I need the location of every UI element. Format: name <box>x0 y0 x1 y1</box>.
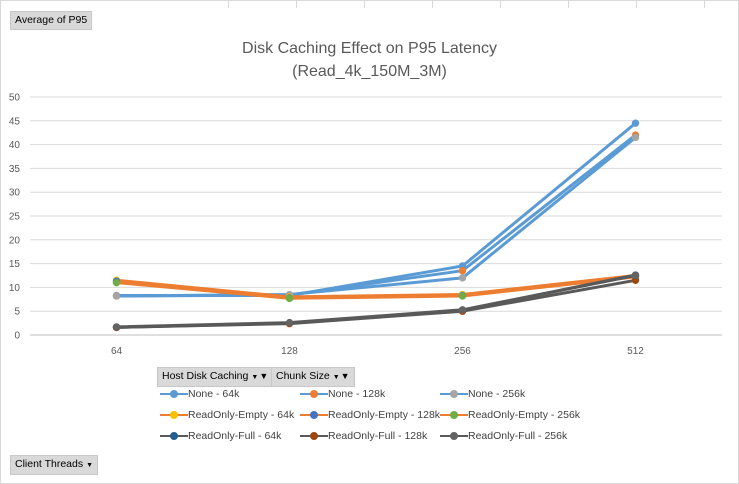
data-point <box>285 294 294 303</box>
legend-field-host-disk-caching-label: Host Disk Caching <box>162 370 249 382</box>
legend-item: ReadOnly-Empty - 256k <box>440 408 580 422</box>
legend-label: ReadOnly-Full - 256k <box>468 430 568 442</box>
y-tick-label: 30 <box>9 188 21 199</box>
legend-item: ReadOnly-Empty - 128k <box>300 408 440 422</box>
data-point <box>458 274 467 282</box>
data-point <box>631 133 640 142</box>
y-tick-label: 20 <box>9 235 21 246</box>
y-tick-label: 40 <box>9 140 21 151</box>
filter-icon: ▼ <box>259 371 269 381</box>
legend-marker <box>160 429 188 443</box>
legend-marker <box>160 408 188 422</box>
x-tick-label: 256 <box>454 346 471 357</box>
x-tick-label: 512 <box>627 346 644 357</box>
legend-item: ReadOnly-Full - 128k <box>300 429 427 443</box>
y-tick-label: 45 <box>9 116 21 127</box>
legend-label: ReadOnly-Empty - 64k <box>188 409 295 421</box>
legend-marker <box>300 429 328 443</box>
axis-field-client-threads[interactable]: Client Threads ▼ <box>10 455 99 475</box>
legend-item: ReadOnly-Full - 64k <box>160 429 281 443</box>
legend-marker <box>300 387 328 401</box>
data-point <box>112 278 121 287</box>
y-tick-label: 15 <box>9 259 21 270</box>
legend-item: None - 64k <box>160 387 239 401</box>
sheet-gridlines <box>0 0 739 8</box>
data-point <box>631 271 640 280</box>
y-tick-label: 5 <box>14 307 20 318</box>
data-point <box>458 292 467 300</box>
data-point <box>631 119 640 127</box>
filter-icon: ▼ <box>340 371 350 381</box>
data-point <box>458 306 467 314</box>
legend-label: ReadOnly-Empty - 256k <box>468 409 581 421</box>
dropdown-arrow-icon: ▼ <box>332 374 340 381</box>
legend-label: ReadOnly-Full - 128k <box>328 430 428 442</box>
dropdown-arrow-icon: ▼ <box>251 374 259 381</box>
legend-label: None - 128k <box>328 388 386 400</box>
series-line <box>116 274 636 329</box>
y-tick-label: 0 <box>14 331 20 342</box>
chart-subtitle: (Read_4k_150M_3M) <box>292 63 447 80</box>
y-tick-label: 35 <box>9 164 21 175</box>
y-tick-label: 10 <box>9 283 21 294</box>
series-line <box>116 136 637 298</box>
legend-item: ReadOnly-Empty - 64k <box>160 408 294 422</box>
value-field-button[interactable]: Average of P95 <box>10 11 93 30</box>
x-tick-label: 128 <box>281 346 298 357</box>
legend-item: None - 128k <box>300 387 385 401</box>
legend-label: None - 64k <box>188 388 240 400</box>
data-point <box>112 292 121 300</box>
axis-field-client-threads-label: Client Threads <box>15 458 84 470</box>
legend-label: ReadOnly-Empty - 128k <box>328 409 441 421</box>
x-tick-label: 64 <box>111 346 123 357</box>
value-field-label: Average of P95 <box>15 14 88 26</box>
data-point <box>112 323 121 331</box>
legend-marker <box>440 429 468 443</box>
legend-field-chunk-size-label: Chunk Size <box>276 370 330 382</box>
legend-marker <box>300 408 328 422</box>
legend-marker <box>160 387 188 401</box>
series-line <box>116 122 637 297</box>
data-point <box>285 318 294 327</box>
y-tick-label: 50 <box>9 93 21 104</box>
legend-marker <box>440 408 468 422</box>
y-tick-label: 25 <box>9 212 21 223</box>
legend-field-host-disk-caching[interactable]: Host Disk Caching ▼▼ <box>157 367 274 387</box>
legend-field-chunk-size[interactable]: Chunk Size ▼▼ <box>271 367 355 387</box>
dropdown-arrow-icon: ▼ <box>86 462 94 469</box>
legend-label: ReadOnly-Full - 64k <box>188 430 282 442</box>
legend-marker <box>440 387 468 401</box>
legend-item: ReadOnly-Full - 256k <box>440 429 567 443</box>
series-line <box>116 275 636 300</box>
legend-label: None - 256k <box>468 388 526 400</box>
legend-item: None - 256k <box>440 387 525 401</box>
chart-title: Disk Caching Effect on P95 Latency <box>242 40 497 57</box>
data-point <box>458 267 467 275</box>
